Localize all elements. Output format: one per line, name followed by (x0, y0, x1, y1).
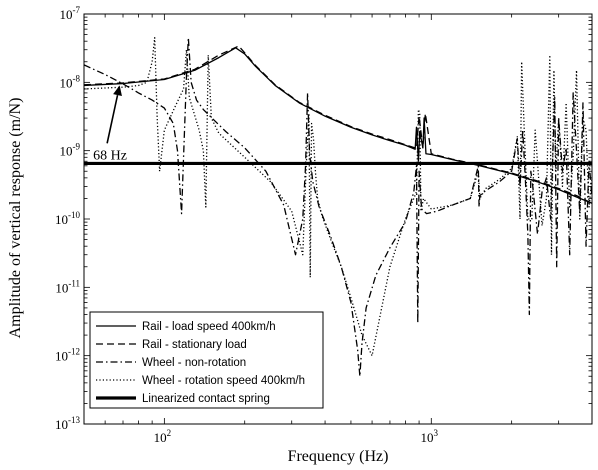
y-tick-label: 10-10 (55, 210, 80, 227)
legend-box (89, 311, 324, 409)
series-line-1 (84, 45, 592, 204)
x-axis-label: Frequency (Hz) (288, 448, 389, 465)
annotation-arrowhead (113, 85, 122, 97)
y-tick-label: 10-11 (55, 278, 80, 295)
annotation-68hz: 68 Hz (93, 85, 127, 163)
legend-label-wheel-rotation: Wheel - rotation speed 400km/h (142, 375, 305, 387)
y-tick-label: 10-13 (55, 415, 80, 432)
legend-label-rail-stationary: Rail - stationary load (142, 339, 247, 351)
y-tick-label: 10-8 (60, 73, 81, 90)
legend-label-rail-load-speed: Rail - load speed 400km/h (142, 321, 276, 333)
ticks-layer: 102 103 10-7 10-8 10-9 10-10 10-11 10-12 10-13 (55, 5, 593, 445)
legend-label-contact-spring: Linearized contact spring (142, 393, 270, 405)
x-tick-label: 103 (421, 428, 439, 445)
y-axis-label: Amplitude of vertical response (m/N) (7, 98, 24, 339)
legend-label-wheel-non-rotation: Wheel - non-rotation (142, 357, 246, 369)
y-tick-label: 10-9 (60, 142, 81, 159)
y-tick-label: 10-12 (55, 347, 80, 364)
series-layer (84, 37, 592, 377)
annotation-arrow (106, 94, 119, 144)
y-tick-label: 10-7 (60, 5, 81, 22)
annotation-text: 68 Hz (93, 148, 127, 163)
legend: Rail - load speed 400km/h Rail - station… (89, 311, 324, 409)
x-tick-label: 102 (154, 428, 172, 445)
